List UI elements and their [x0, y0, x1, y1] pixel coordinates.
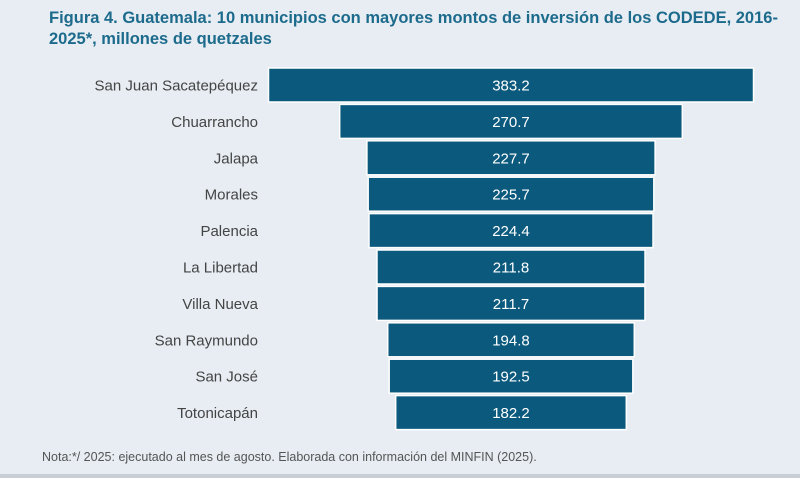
bar-3: [367, 176, 655, 212]
bar-5: [376, 249, 646, 285]
bar-6: [376, 285, 646, 322]
value-label: 383.2: [492, 78, 530, 95]
bar-2: [366, 140, 656, 176]
category-label: Palencia: [200, 223, 258, 240]
category-label: Morales: [205, 187, 258, 204]
category-label: La Libertad: [183, 260, 258, 277]
bar-9: [394, 394, 628, 431]
bar-7: [386, 322, 636, 358]
value-label: 192.5: [492, 369, 530, 386]
category-label: Jalapa: [214, 150, 259, 167]
value-label: 182.2: [492, 405, 530, 422]
category-label: San José: [195, 369, 258, 386]
category-label: San Juan Sacatepéquez: [95, 78, 258, 95]
bar-4: [368, 212, 654, 249]
category-label: Chuarrancho: [171, 114, 258, 131]
value-label: 225.7: [492, 187, 530, 204]
bar-0: [267, 67, 755, 103]
category-label: San Raymundo: [155, 332, 258, 349]
category-label: Totonicapán: [177, 405, 258, 422]
chart-note: Nota:*/ 2025: ejecutado al mes de agosto…: [42, 450, 537, 464]
value-label: 211.7: [493, 296, 529, 313]
funnel-chart: 383.2 San Juan Sacatepéquez 270.7 Chuarranc…: [95, 67, 755, 431]
bar-1: [338, 103, 684, 140]
chart-title: Figura 4. Guatemala: 10 municipios con m…: [49, 9, 778, 48]
bar-8: [388, 358, 634, 394]
value-label: 270.7: [492, 114, 530, 131]
value-label: 211.8: [493, 260, 529, 277]
category-label: Villa Nueva: [182, 296, 258, 313]
value-label: 194.8: [492, 332, 530, 349]
value-label: 227.7: [492, 150, 530, 167]
bottom-divider: [0, 474, 800, 478]
value-label: 224.4: [492, 223, 530, 240]
